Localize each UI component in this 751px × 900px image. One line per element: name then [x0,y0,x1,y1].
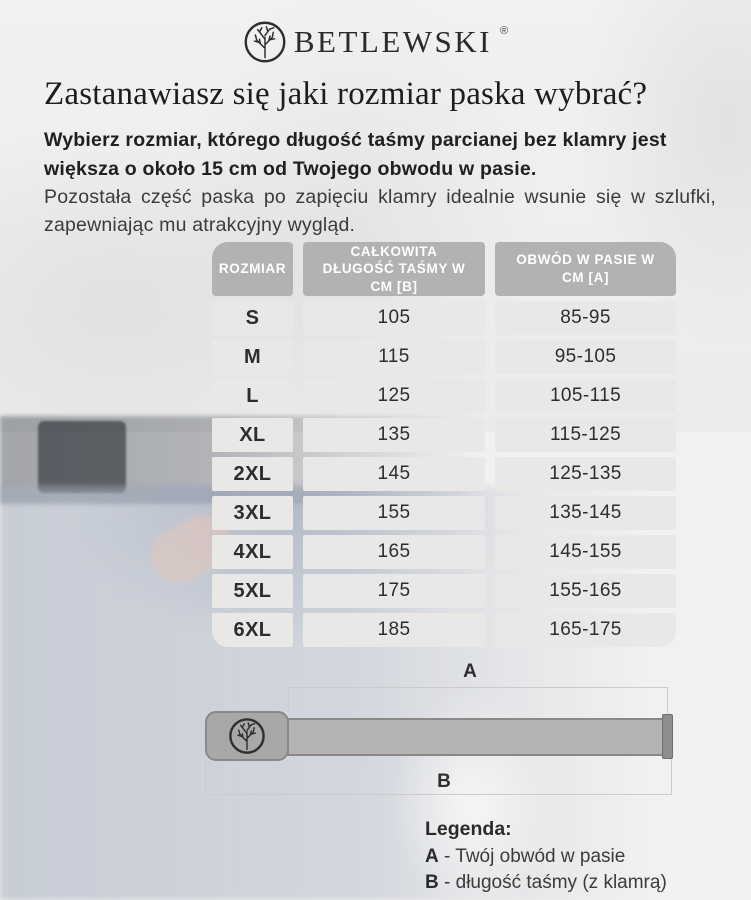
legend-text-b: - długość taśmy (z klamrą) [444,872,667,893]
legend-item-b: B - długość taśmy (z klamrą) [425,870,667,896]
brand-logo: BETLEWSKI ® [0,20,751,64]
legend-key-a: A [425,846,439,867]
table-cell-waist: 135-145 [495,496,676,530]
size-table: ROZMIAR CAŁKOWITA DŁUGOŚĆ TAŚMY W CM [B]… [212,242,676,647]
registered-mark: ® [500,25,509,37]
belt-buckle-illustration [205,711,289,761]
table-cell-length: 105 [303,301,485,335]
brand-name: BETLEWSKI [293,24,493,59]
measure-label-a: A [463,661,477,682]
table-cell-size: XL [212,418,293,452]
legend-title: Legenda: [425,818,512,840]
table-header-waist: OBWÓD W PASIE W CM [A] [495,242,676,296]
legend-item-a: A - Twój obwód w pasie [425,844,667,870]
page-title: Zastanawiasz się jaki rozmiar paska wybr… [44,76,648,112]
table-cell-size: 2XL [212,457,293,491]
legend: Legenda: A - Twój obwód w pasie B - dług… [425,818,667,896]
table-cell-size: 5XL [212,574,293,608]
table-cell-length: 115 [303,340,485,374]
measure-bracket-a [288,687,668,714]
tree-logo-icon [244,21,286,63]
table-cell-waist: 125-135 [495,457,676,491]
table-cell-size: 4XL [212,535,293,569]
table-cell-waist: 115-125 [495,418,676,452]
table-cell-size: M [212,340,293,374]
table-cell-waist: 95-105 [495,340,676,374]
tree-logo-icon [229,718,265,754]
table-cell-waist: 105-115 [495,379,676,413]
belt-strap-illustration [287,718,665,756]
table-cell-waist: 85-95 [495,301,676,335]
table-cell-waist: 165-175 [495,613,676,647]
table-cell-waist: 155-165 [495,574,676,608]
intro-paragraph-bold: Wybierz rozmiar, którego długość taśmy p… [44,129,667,180]
table-cell-length: 185 [303,613,485,647]
table-header-length: CAŁKOWITA DŁUGOŚĆ TAŚMY W CM [B] [303,242,485,296]
table-cell-size: 3XL [212,496,293,530]
table-cell-size: L [212,379,293,413]
intro-paragraph-regular: Pozostała część paska po zapięciu klamry… [44,186,716,236]
table-cell-length: 145 [303,457,485,491]
table-cell-size: S [212,301,293,335]
legend-text-a: - Twój obwód w pasie [444,846,626,867]
background-worn-buckle-photo [38,421,126,493]
table-cell-length: 125 [303,379,485,413]
table-cell-length: 175 [303,574,485,608]
measure-label-b: B [437,771,451,792]
table-header-size: ROZMIAR [212,242,293,296]
table-cell-length: 155 [303,496,485,530]
table-cell-length: 165 [303,535,485,569]
belt-tip-illustration [662,714,673,759]
table-cell-waist: 145-155 [495,535,676,569]
table-cell-length: 135 [303,418,485,452]
table-cell-size: 6XL [212,613,293,647]
legend-key-b: B [425,872,439,893]
